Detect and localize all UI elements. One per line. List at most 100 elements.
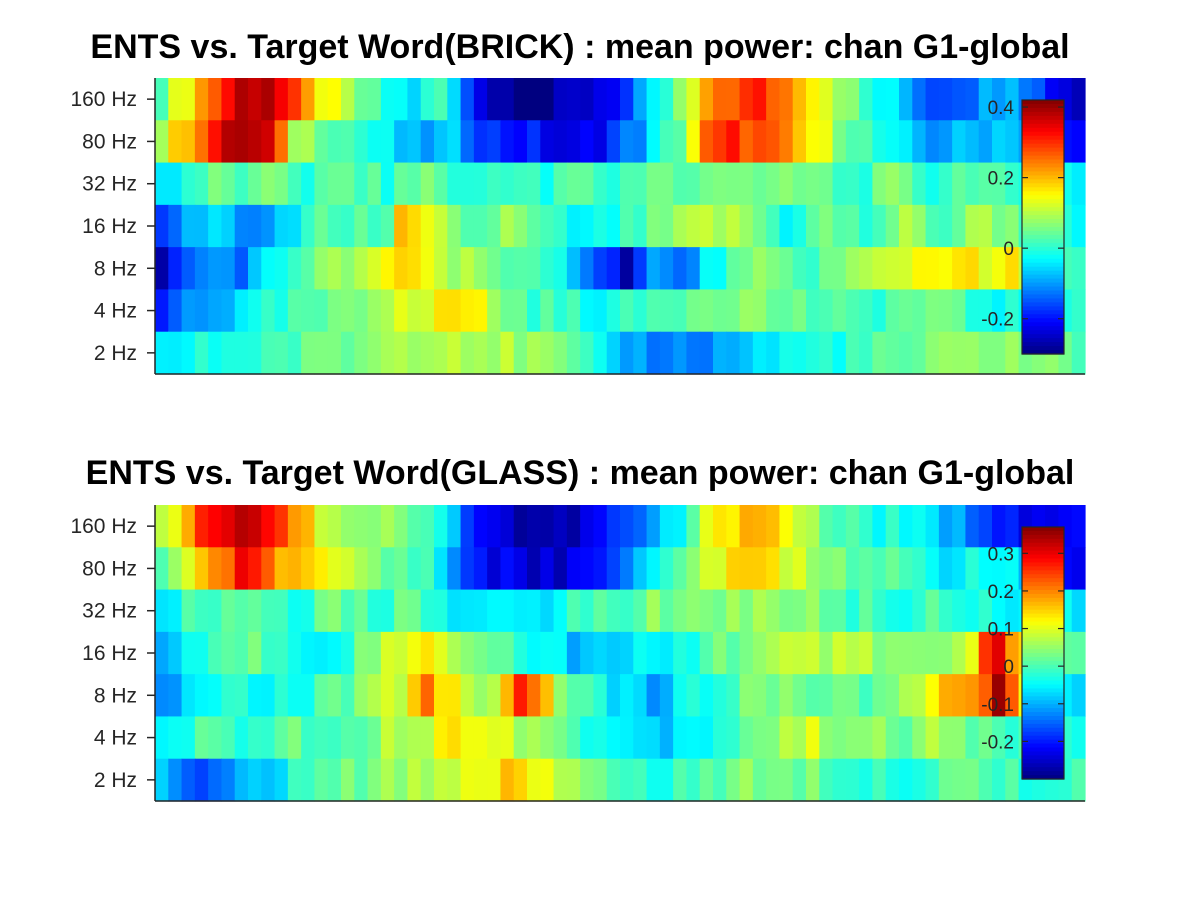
heatmap-cell (221, 78, 236, 121)
colorbar-segment (1022, 601, 1064, 607)
heatmap-cell (620, 162, 634, 206)
heatmap-cell (301, 78, 316, 121)
heatmap-cell (726, 674, 741, 718)
heatmap-cell (274, 505, 289, 548)
heatmap-cell (248, 247, 262, 291)
y-tick-label: 8 Hz (94, 257, 137, 280)
heatmap-cell (540, 674, 555, 718)
heatmap-cell (899, 589, 913, 633)
heatmap-cell (792, 289, 807, 333)
heatmap-cell (314, 758, 329, 802)
heatmap-cell (234, 716, 249, 760)
heatmap-cell (527, 674, 541, 718)
heatmap-cell (952, 631, 967, 675)
heatmap-cell (155, 331, 169, 375)
heatmap-cell (407, 758, 422, 802)
heatmap-cell (646, 716, 661, 760)
heatmap-cell (274, 758, 289, 802)
heatmap-cell (806, 162, 820, 206)
colorbar-segment (1022, 582, 1064, 587)
heatmap-cell (673, 204, 688, 248)
y-tick-label: 160 Hz (70, 515, 137, 538)
colorbar-segment (1022, 680, 1064, 686)
heatmap-cell (566, 331, 581, 375)
heatmap-cell (513, 331, 528, 375)
heatmap-cell (473, 331, 488, 375)
heatmap-cell (925, 674, 940, 718)
heatmap-cell (992, 120, 1006, 164)
heatmap-cell (792, 716, 807, 760)
heatmap-cell (1071, 674, 1086, 718)
heatmap-cell (938, 162, 953, 206)
heatmap-cell (806, 78, 820, 121)
heatmap-cell (434, 589, 448, 633)
heatmap-cell (181, 505, 196, 548)
heatmap-cell (885, 289, 900, 333)
colorbar-segment (1022, 578, 1064, 583)
heatmap-cell (354, 674, 369, 718)
heatmap-cell (248, 204, 262, 248)
heatmap-cell (513, 162, 528, 206)
heatmap-cell (327, 631, 342, 675)
heatmap-cell (739, 204, 754, 248)
heatmap-cell (394, 78, 409, 121)
heatmap-cell (952, 331, 967, 375)
heatmap-cell (394, 120, 409, 164)
heatmap-cell (500, 505, 515, 548)
heatmap-cell (673, 674, 688, 718)
heatmap-cell (1071, 162, 1086, 206)
heatmap-cell (739, 589, 754, 633)
heatmap-cell (713, 247, 727, 291)
heatmap-cell (434, 758, 448, 802)
heatmap-cell (367, 247, 382, 291)
heatmap-cell (208, 78, 223, 121)
colorbar-segment (1022, 735, 1064, 741)
heatmap-cell (434, 674, 448, 718)
heatmap-cell (819, 505, 834, 548)
heatmap-cell (992, 289, 1006, 333)
heatmap-cell (540, 247, 555, 291)
heatmap-cell (739, 162, 754, 206)
heatmap-cell (460, 589, 475, 633)
heatmap-cell (566, 289, 581, 333)
heatmap-cell (208, 204, 223, 248)
heatmap-cell (168, 674, 183, 718)
heatmap-cell (234, 78, 249, 121)
heatmap-cell (380, 120, 395, 164)
heatmap-cell (341, 162, 355, 206)
heatmap-cell (248, 78, 262, 121)
colorbar-segment (1022, 755, 1064, 760)
heatmap-cell (699, 162, 714, 206)
heatmap-cell (473, 674, 488, 718)
heatmap-cell (248, 120, 262, 164)
heatmap-cell (394, 247, 409, 291)
heatmap-cell (354, 162, 369, 206)
heatmap-cell (155, 162, 169, 206)
heatmap-cell (527, 331, 541, 375)
heatmap-cell (606, 505, 621, 548)
heatmap-cell (699, 547, 714, 591)
heatmap-cell (234, 162, 249, 206)
heatmap-cell (832, 505, 847, 548)
heatmap-cell (938, 547, 953, 591)
colorbar-segment (1022, 159, 1064, 165)
heatmap-cell (301, 758, 316, 802)
heatmap-cell (806, 631, 820, 675)
heatmap-cell (952, 505, 967, 548)
heatmap-cell (1005, 716, 1020, 760)
colorbar-segment (1022, 290, 1064, 296)
heatmap-cell (460, 289, 475, 333)
heatmap-cell (208, 547, 223, 591)
heatmap-cell (155, 505, 169, 548)
heatmap-cell (978, 674, 993, 718)
heatmap-cell (633, 505, 648, 548)
heatmap-cell (194, 247, 209, 291)
colorbar-segment (1022, 621, 1064, 627)
heatmap-cell (327, 78, 342, 121)
heatmap-cell (713, 505, 727, 548)
heatmap-cell (221, 674, 236, 718)
heatmap-cell (407, 120, 422, 164)
heatmap-cell (301, 674, 316, 718)
heatmap-cell (726, 505, 741, 548)
heatmap-cell (620, 758, 634, 802)
